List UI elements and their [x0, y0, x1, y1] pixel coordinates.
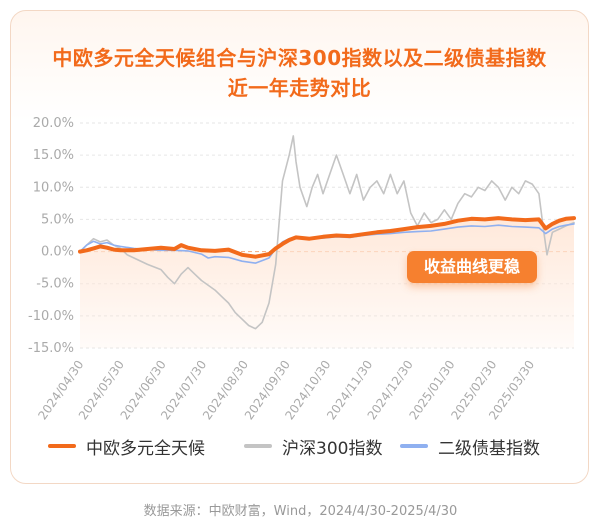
- chart-title-line1: 中欧多元全天候组合与沪深300指数以及二级债基指数: [52, 46, 547, 70]
- series-lines: [78, 135, 576, 330]
- chart-title-line2: 近一年走势对比: [227, 76, 372, 100]
- data-source: 数据来源：中欧财富，Wind，2024/4/30-2025/4/30: [143, 504, 458, 519]
- legend-label-hs300: 沪深300指数: [282, 438, 383, 459]
- y-tick-label: 5.0%: [41, 212, 74, 227]
- legend-item-fund[interactable]: 中欧多元全天候: [48, 434, 205, 459]
- y-axis-ticks: 20.0% 15.0% 10.0% 5.0% 0.0% -5.0% -10.0% -15.0%: [28, 116, 74, 356]
- series-line-fund: [78, 216, 576, 259]
- y-tick-label: -15.0%: [28, 341, 74, 356]
- legend-label-bond: 二级债基指数: [438, 438, 540, 459]
- y-tick-label: 15.0%: [33, 148, 74, 163]
- legend-swatch-bond: [400, 444, 428, 448]
- series-line-hs300: [79, 135, 575, 330]
- legend-swatch-hs300: [244, 444, 272, 448]
- y-tick-label: 10.0%: [33, 180, 74, 195]
- y-tick-label: 0.0%: [41, 245, 74, 260]
- legend-item-hs300[interactable]: 沪深300指数: [244, 434, 383, 459]
- annotation-callout: 收益曲线更稳: [407, 251, 537, 283]
- y-tick-label: -5.0%: [36, 277, 74, 292]
- y-tick-label: -10.0%: [28, 309, 74, 324]
- y-tick-label: 20.0%: [33, 116, 74, 131]
- legend-label-fund: 中欧多元全天候: [86, 438, 205, 459]
- x-axis-ticks: 2024/04/302024/05/302024/06/302024/07/30…: [35, 358, 537, 423]
- legend-swatch-fund: [48, 444, 76, 448]
- legend-item-bond[interactable]: 二级债基指数: [400, 434, 540, 459]
